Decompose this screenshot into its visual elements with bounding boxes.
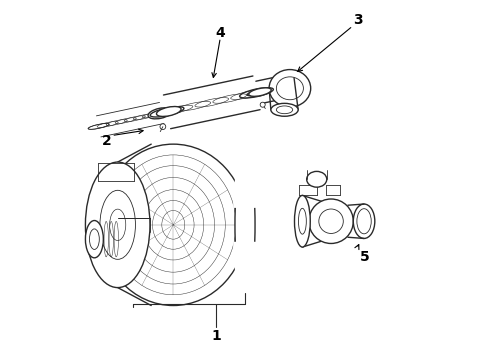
Ellipse shape — [269, 69, 311, 107]
Ellipse shape — [235, 150, 255, 300]
Ellipse shape — [294, 195, 310, 247]
Ellipse shape — [249, 88, 271, 96]
Ellipse shape — [307, 171, 327, 187]
Ellipse shape — [151, 110, 172, 116]
Ellipse shape — [271, 103, 298, 116]
Ellipse shape — [156, 107, 181, 116]
Ellipse shape — [353, 204, 375, 238]
Ellipse shape — [150, 107, 184, 117]
Ellipse shape — [100, 144, 247, 306]
Ellipse shape — [260, 102, 265, 107]
Text: 1: 1 — [212, 329, 221, 343]
Text: 4: 4 — [215, 26, 225, 40]
Ellipse shape — [85, 221, 103, 258]
Ellipse shape — [88, 123, 109, 129]
Ellipse shape — [85, 162, 150, 288]
Ellipse shape — [247, 89, 270, 96]
Text: 2: 2 — [102, 134, 112, 148]
Ellipse shape — [309, 199, 353, 243]
Text: 5: 5 — [360, 250, 370, 264]
Ellipse shape — [160, 124, 166, 130]
Text: 3: 3 — [353, 13, 363, 27]
Ellipse shape — [148, 108, 172, 119]
Ellipse shape — [240, 88, 273, 98]
